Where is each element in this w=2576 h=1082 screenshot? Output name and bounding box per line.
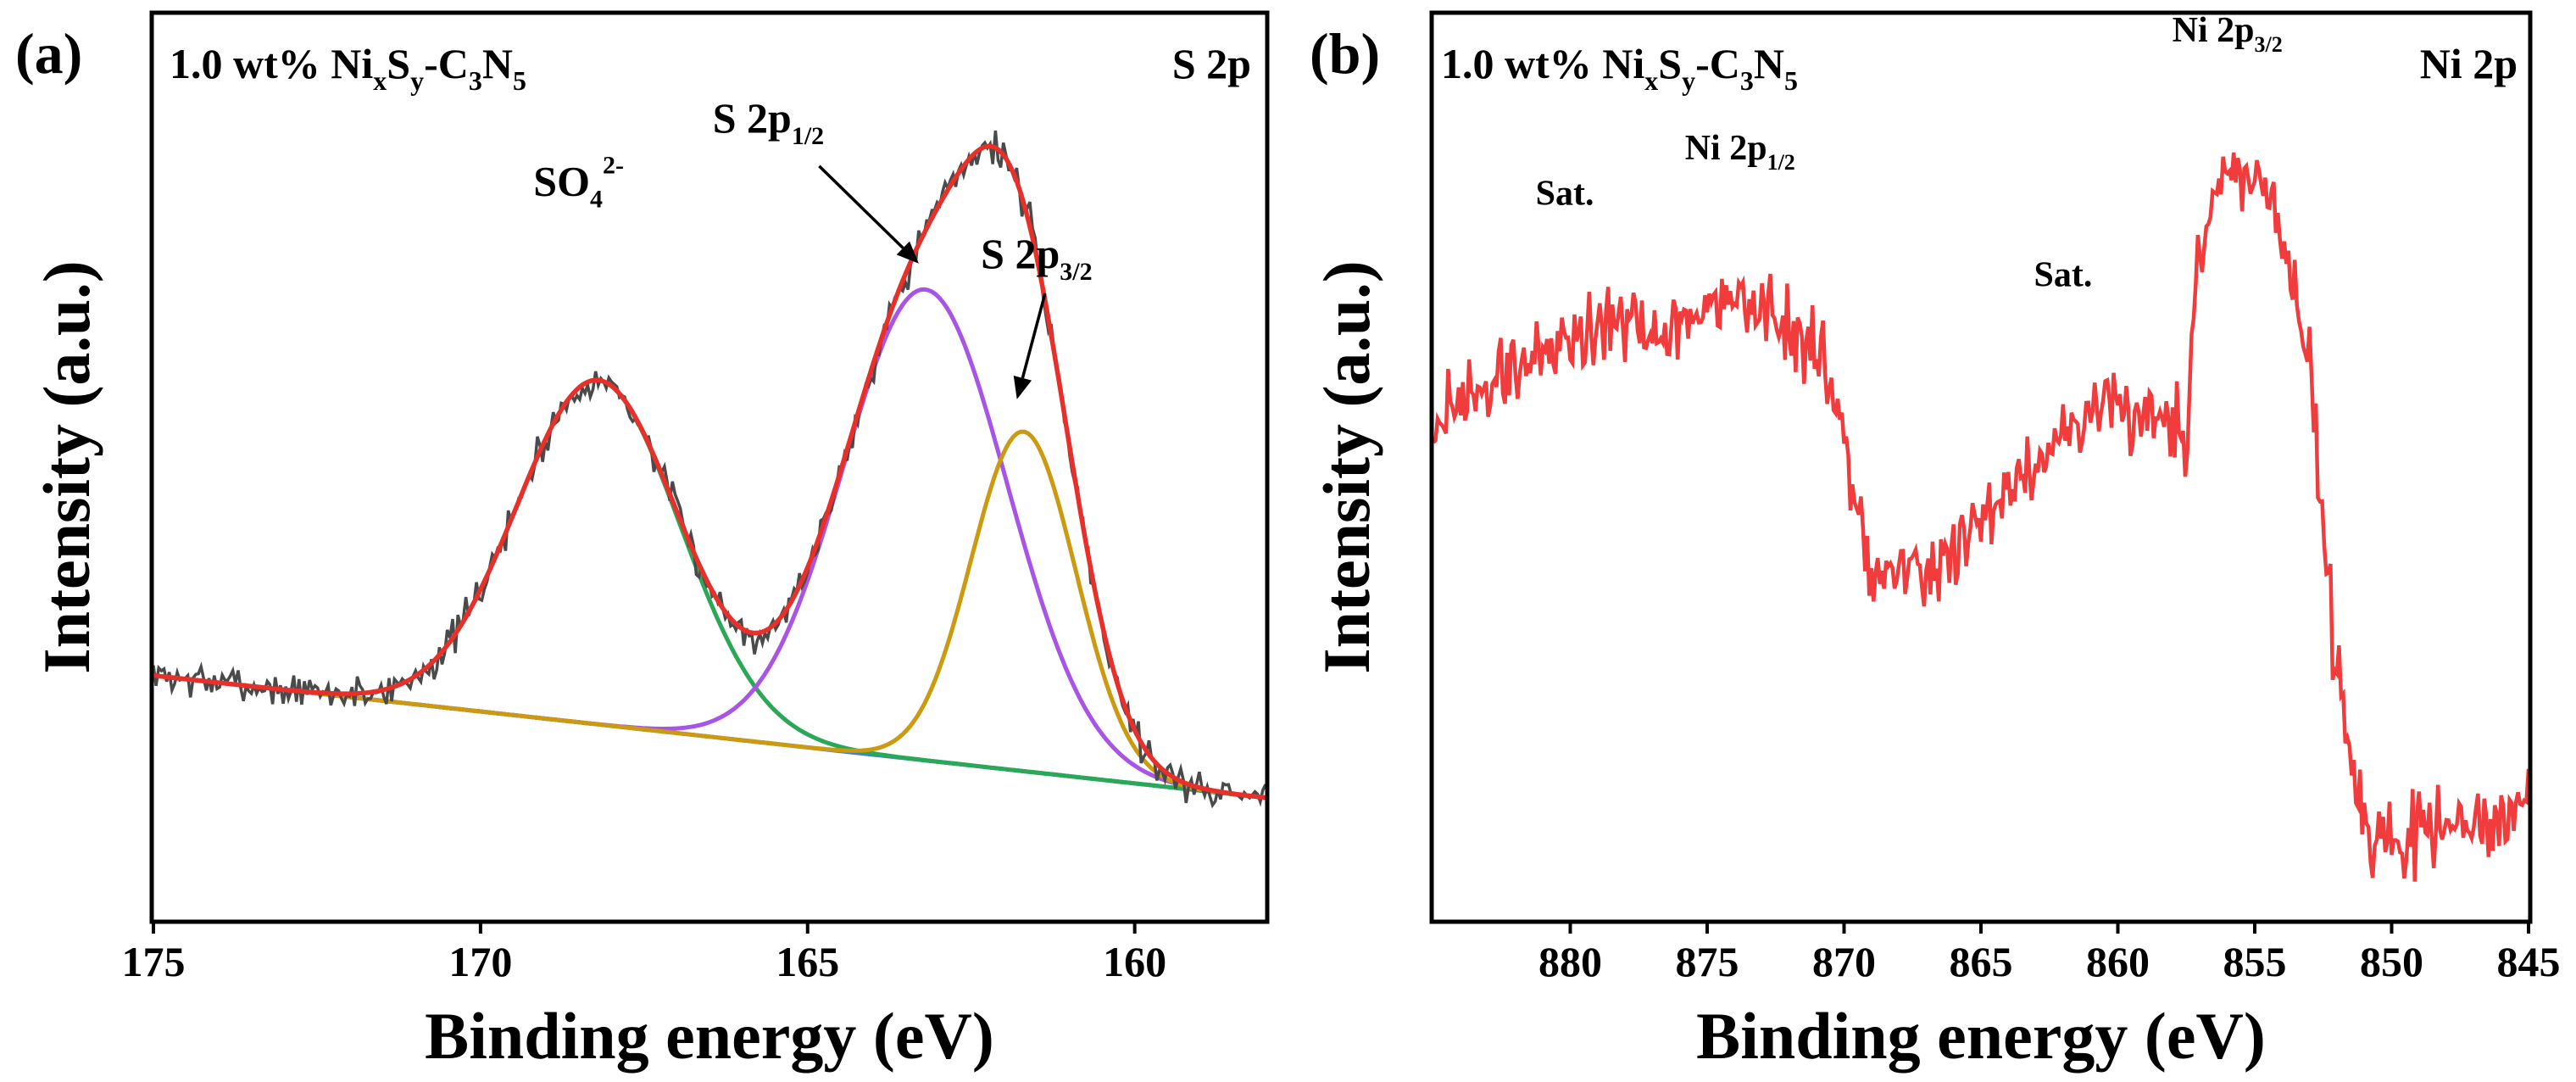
panel-a-x-ticks: 175 170 165 160 [122,920,1166,985]
panel-b-x-tick-label: 845 [2497,938,2561,985]
panel-a-annotation-s2p32: S 2p3/2 [981,230,1092,286]
panel-b-x-tick-label: 860 [2086,938,2150,985]
panel-a-arrowhead-s2p12 [896,241,919,264]
panel-b-x-tick-label: 870 [1812,938,1876,985]
panel-a-x-tick-label: 160 [1103,938,1166,985]
panel-a-x-tick-label: 165 [776,938,839,985]
panel-a-raw-data [152,130,1267,809]
panel-a-title-right: S 2p [1172,40,1251,87]
panel-a: (a) 175 170 165 160 1.0 wt% NixSy-C3N5 S 2p… [15,10,1270,1073]
panel-a-title-left: 1.0 wt% NixSy-C3N5 [170,40,526,96]
panel-b-x-tick-label: 875 [1676,938,1739,985]
panel-b-spectrum [1432,152,2531,882]
panel-a-arrowhead-s2p32 [1013,375,1032,399]
panel-b-x-ticks: 880 875 870 865 860 855 850 845 [1538,920,2561,985]
panel-a-envelope [153,143,1266,800]
panel-a-x-label: Binding energy (eV) [425,999,994,1073]
panel-b: (b) 880 875 870 865 860 855 850 845 1.0 wt% Nix… [1310,10,2561,1073]
panel-b-annotation-ni2p32: Ni 2p3/2 [2173,11,2283,57]
panel-b-title-right: Ni 2p [2420,40,2518,87]
panel-b-x-tick-label: 880 [1538,938,1602,985]
panel-b-frame [1429,10,2533,924]
panel-b-y-label: Intensity (a.u.) [1310,260,1383,674]
panel-b-title-left: 1.0 wt% NixSy-C3N5 [1441,40,1798,96]
panel-a-label: (a) [15,21,82,86]
panel-a-arrow-s2p32 [1021,293,1047,379]
panel-b-x-tick-label: 865 [1950,938,2013,985]
panel-b-x-tick-label: 850 [2360,938,2423,985]
panel-b-annotation-sat-2: Sat. [2034,255,2092,294]
panel-a-y-label: Intensity (a.u.) [30,260,103,674]
panel-a-frame [149,10,1270,924]
panel-a-annotation-so4: SO42- [533,152,624,214]
panel-b-label: (b) [1310,21,1380,86]
panel-a-plot [152,130,1267,809]
panel-b-x-tick-label: 855 [2223,938,2287,985]
panel-b-x-label: Binding energy (eV) [1696,999,2266,1073]
panel-a-x-tick-label: 175 [122,938,186,985]
panel-a-x-tick-label: 170 [448,938,512,985]
panel-b-plot [1432,152,2531,882]
panel-a-arrow-s2p12 [818,165,904,249]
panel-b-annotation-ni2p12: Ni 2p1/2 [1685,129,1795,175]
panel-a-s2p12-fit [153,287,1266,800]
panel-a-annotation-s2p12: S 2p1/2 [713,94,824,150]
panel-b-annotation-sat-1: Sat. [1536,174,1594,213]
